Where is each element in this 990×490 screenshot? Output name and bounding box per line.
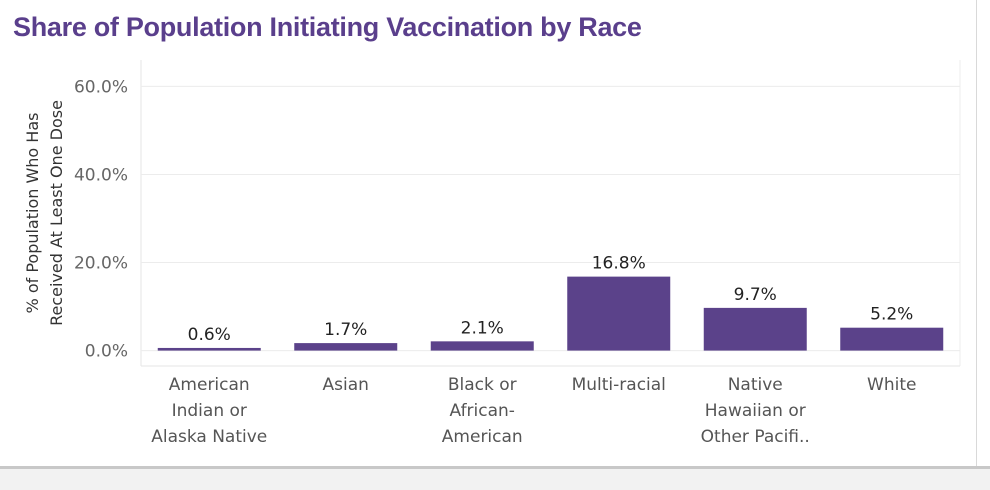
data-label: 9.7% (734, 285, 777, 305)
chart-title: Share of Population Initiating Vaccinati… (13, 12, 642, 42)
y-axis-title: % of Population Who Has (23, 113, 42, 314)
x-tick-label: Hawaiian or (705, 401, 806, 421)
bar (567, 276, 671, 351)
x-tick-label: White (867, 375, 916, 395)
y-tick-label: 60.0% (74, 77, 128, 97)
adjacent-panel-edge (976, 0, 990, 466)
bar-chart: 0.0% 20.0% 40.0% 60.0% % of Population Who H… (23, 60, 961, 447)
data-label: 16.8% (592, 254, 646, 274)
bar (840, 327, 944, 351)
bar (430, 341, 534, 351)
x-tick-label: Native (728, 375, 783, 395)
bar (294, 343, 398, 351)
bar (703, 307, 807, 351)
data-label: 2.1% (461, 318, 504, 338)
x-tick-label: American (169, 375, 250, 395)
data-label: 1.7% (324, 320, 367, 340)
bar (157, 347, 261, 351)
x-tick-label: American (442, 427, 523, 447)
x-tick-label: Other Pacifi.. (701, 427, 810, 447)
x-tick-label: Indian or (172, 401, 247, 421)
x-tick-label: Multi-racial (572, 375, 666, 395)
y-tick-label: 40.0% (74, 165, 128, 185)
scrollbar-track[interactable] (0, 466, 990, 490)
x-tick-label: Black or (448, 375, 517, 395)
y-tick-label: 0.0% (85, 342, 128, 362)
data-label: 0.6% (188, 325, 231, 345)
x-tick-label: African- (450, 401, 515, 421)
y-axis-title: Received At Least One Dose (47, 100, 66, 326)
x-tick-label: Alaska Native (151, 427, 267, 447)
data-label: 5.2% (870, 305, 913, 325)
x-tick-label: Asian (323, 375, 369, 395)
y-tick-label: 20.0% (74, 254, 128, 274)
